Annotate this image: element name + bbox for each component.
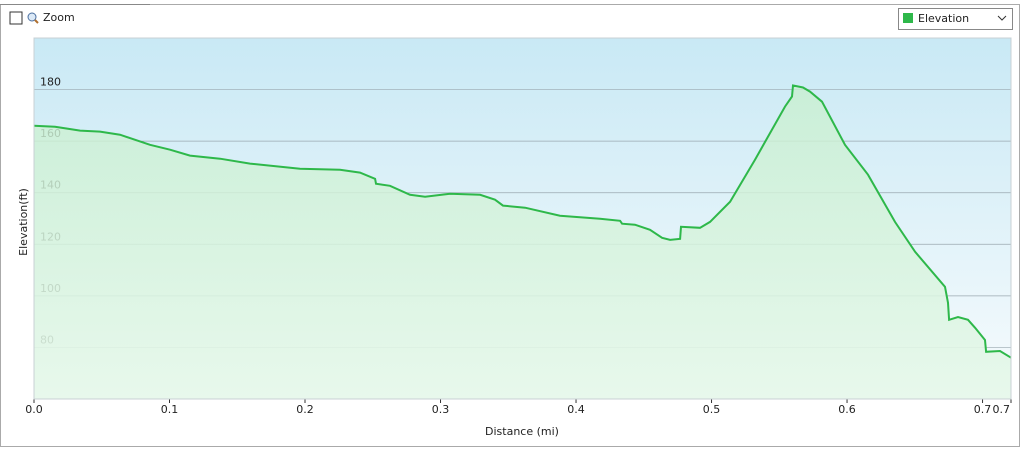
zoom-icon-handle [34,19,39,24]
x-tick-label: 0.7 [974,403,992,416]
x-tick-label: 0.5 [703,403,721,416]
x-tick-label: 0.2 [296,403,314,416]
elevation-line [33,84,1012,359]
legend-label: Elevation [918,12,969,25]
zoom-icon [27,12,37,22]
x-axis-title: Distance (mi) [485,425,559,438]
x-tick-label: 0.1 [161,403,179,416]
plot-border [33,37,1012,400]
zoom-checkbox[interactable] [9,11,23,25]
x-tick-label: 0.4 [567,403,585,416]
dropdown-chevron [997,15,1007,21]
x-tick-label: 0.6 [838,403,856,416]
series-dropdown[interactable] [898,8,1013,30]
y-axis-title: Elevation(ft) [17,188,30,256]
x-tick-label: 0.0 [25,403,43,416]
x-tick-label: 0.7 [993,403,1011,416]
legend-swatch [903,13,913,23]
elevation-area [34,85,1011,400]
y-tick-label: 180 [40,76,61,89]
window-border [0,4,1020,447]
x-tick-label: 0.3 [432,403,450,416]
zoom-label[interactable]: Zoom [43,11,75,24]
